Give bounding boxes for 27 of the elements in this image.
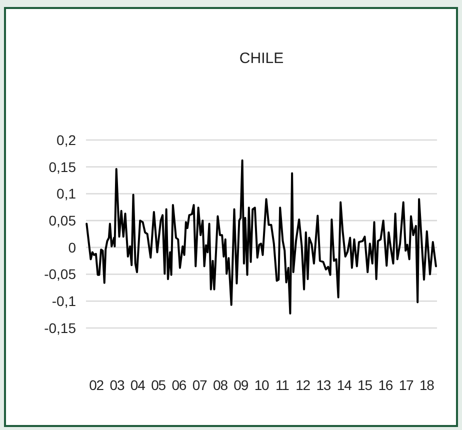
x-tick-label: 11	[275, 377, 290, 393]
x-tick-label: 17	[398, 377, 414, 393]
y-tick-label: -0,1	[52, 293, 76, 310]
x-tick-label: 13	[316, 377, 332, 393]
x-tick-label: 14	[336, 377, 352, 393]
x-tick-label: 03	[110, 377, 125, 393]
line-series	[86, 159, 437, 314]
chart-title: CHILE	[239, 50, 284, 67]
x-tick-label: 02	[89, 377, 104, 393]
x-tick-label: 18	[419, 377, 435, 393]
x-tick-label: 10	[254, 377, 270, 393]
y-tick-label: -0,15	[44, 320, 76, 336]
y-tick-label: 0,2	[56, 132, 76, 148]
y-tick-label: 0,1	[56, 186, 76, 202]
x-tick-label: 07	[192, 377, 208, 393]
x-tick-label: 08	[213, 377, 228, 393]
y-tick-label: -0,05	[44, 266, 76, 282]
x-tick-label: 04	[130, 377, 146, 393]
y-tick-label: 0	[68, 239, 76, 256]
x-tick-label: 15	[358, 377, 373, 393]
x-tick-label: 06	[172, 377, 187, 393]
y-tick-label: 0,15	[48, 158, 76, 175]
x-tick-label: 12	[296, 377, 311, 393]
x-tick-label: 05	[151, 377, 166, 393]
x-tick-label: 09	[234, 377, 249, 393]
x-tick-label: 16	[378, 377, 394, 393]
y-tick-label: 0,05	[48, 212, 76, 228]
